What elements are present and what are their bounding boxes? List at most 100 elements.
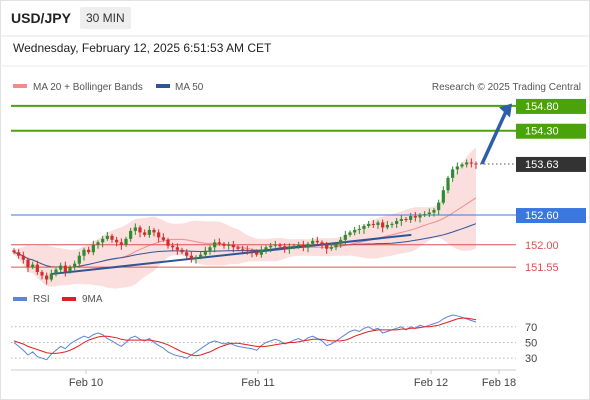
level-tag-154.80 <box>516 98 586 114</box>
candle-body <box>68 267 72 272</box>
candle-body <box>45 275 49 280</box>
candle-body <box>115 239 119 243</box>
candle-body <box>241 248 245 250</box>
candle-body <box>147 229 151 235</box>
x-tick-label: Feb 18 <box>482 377 516 389</box>
legend-ma50-swatch <box>156 84 170 88</box>
legend-rsi-label: RSI <box>33 294 50 305</box>
ma50-line <box>13 223 477 268</box>
rsi-plot: 70 50 30 <box>11 314 537 365</box>
candle-body <box>166 239 170 246</box>
candle-body <box>133 227 137 231</box>
candle-body <box>283 246 287 249</box>
candle-body <box>245 249 249 251</box>
candle-body <box>320 242 324 245</box>
candle-body <box>82 249 86 256</box>
level-label-154.30: 154.30 <box>525 126 559 138</box>
candle-body <box>105 235 109 239</box>
level-label-154.80: 154.80 <box>525 101 559 113</box>
candle-body <box>40 272 44 276</box>
candle-body <box>180 249 184 253</box>
candle-body <box>437 202 441 211</box>
rsi-tick-label: 50 <box>525 337 537 349</box>
candle-body <box>460 164 464 167</box>
candle-body <box>278 244 282 247</box>
candle-body <box>250 250 254 253</box>
candle-body <box>101 238 105 243</box>
candle-body <box>385 224 389 228</box>
candle-body <box>91 244 95 253</box>
x-tick-label: Feb 11 <box>241 377 274 389</box>
candle-body <box>315 240 319 243</box>
legend-rsi-ma-swatch <box>62 297 76 301</box>
x-tick-label: Feb 10 <box>69 377 103 389</box>
candle-body <box>208 247 212 251</box>
symbol-title: USD/JPY <box>11 10 71 26</box>
candle-body <box>199 254 203 258</box>
candle-body <box>31 264 35 268</box>
candle-body <box>399 219 403 221</box>
candle-body <box>427 212 431 215</box>
candle-body <box>343 234 347 240</box>
candle-body <box>273 244 277 246</box>
candle-body <box>119 242 123 245</box>
legend-bollinger-swatch <box>13 84 27 88</box>
candle-body <box>236 247 240 249</box>
candle-body <box>203 250 207 255</box>
main-plot: 154.80 154.30 153.63 152.60 152.00 151.55 <box>11 98 586 289</box>
candle-body <box>353 229 357 233</box>
candle-body <box>152 229 156 233</box>
candle-body <box>171 245 175 248</box>
candle-body <box>59 265 63 270</box>
candle-body <box>73 263 77 268</box>
bollinger-band <box>14 147 476 289</box>
candle-body <box>469 162 473 164</box>
candle-body <box>87 249 91 253</box>
candle-body <box>348 232 352 235</box>
candle-body <box>175 247 179 250</box>
candle-body <box>255 252 259 255</box>
projection-arrowhead <box>499 103 512 118</box>
candle-body <box>143 232 147 235</box>
candle-body <box>287 247 291 249</box>
candle-body <box>455 166 459 170</box>
candle-body <box>451 169 455 178</box>
x-axis: Feb 10 Feb 11 Feb 12 Feb 18 <box>69 370 516 389</box>
credit-label: Research © 2025 Trading Central <box>432 82 581 93</box>
candle-body <box>157 232 161 238</box>
candle-body <box>297 244 301 246</box>
candle-body <box>26 259 30 268</box>
level-label-152.00: 152.00 <box>525 240 559 252</box>
trendline-lower <box>50 233 412 276</box>
rsi-line <box>13 314 477 361</box>
candle-body <box>446 177 450 191</box>
candle-body <box>110 235 114 240</box>
candle-body <box>409 216 413 220</box>
candle-body <box>367 223 371 226</box>
timeframe-badge[interactable]: 30 MIN <box>80 7 131 29</box>
candle-body <box>362 225 366 229</box>
datetime-label: Wednesday, February 12, 2025 6:51:53 AM … <box>13 41 272 55</box>
candle-body <box>311 240 315 244</box>
rsi-ma-line <box>13 317 477 357</box>
level-label-152.60: 152.60 <box>525 210 559 222</box>
candle-body <box>376 222 380 225</box>
candle-body <box>259 249 263 255</box>
candle-body <box>213 242 217 248</box>
candle-body <box>404 219 408 221</box>
level-label-151.55: 151.55 <box>525 262 559 274</box>
candle-body <box>301 244 305 248</box>
rsi-tick-label: 30 <box>525 353 537 365</box>
legend-rsi-ma-label: 9MA <box>82 294 103 305</box>
candle-body <box>217 242 221 244</box>
candle-body <box>49 273 53 280</box>
candle-body <box>124 238 128 245</box>
candle-body <box>12 250 16 253</box>
candle-body <box>423 214 427 216</box>
level-tag-152.60 <box>516 208 586 224</box>
candle-body <box>138 227 142 233</box>
projection-arrow <box>480 110 508 165</box>
last-price-label: 153.63 <box>525 159 559 171</box>
candle-body <box>465 162 469 165</box>
